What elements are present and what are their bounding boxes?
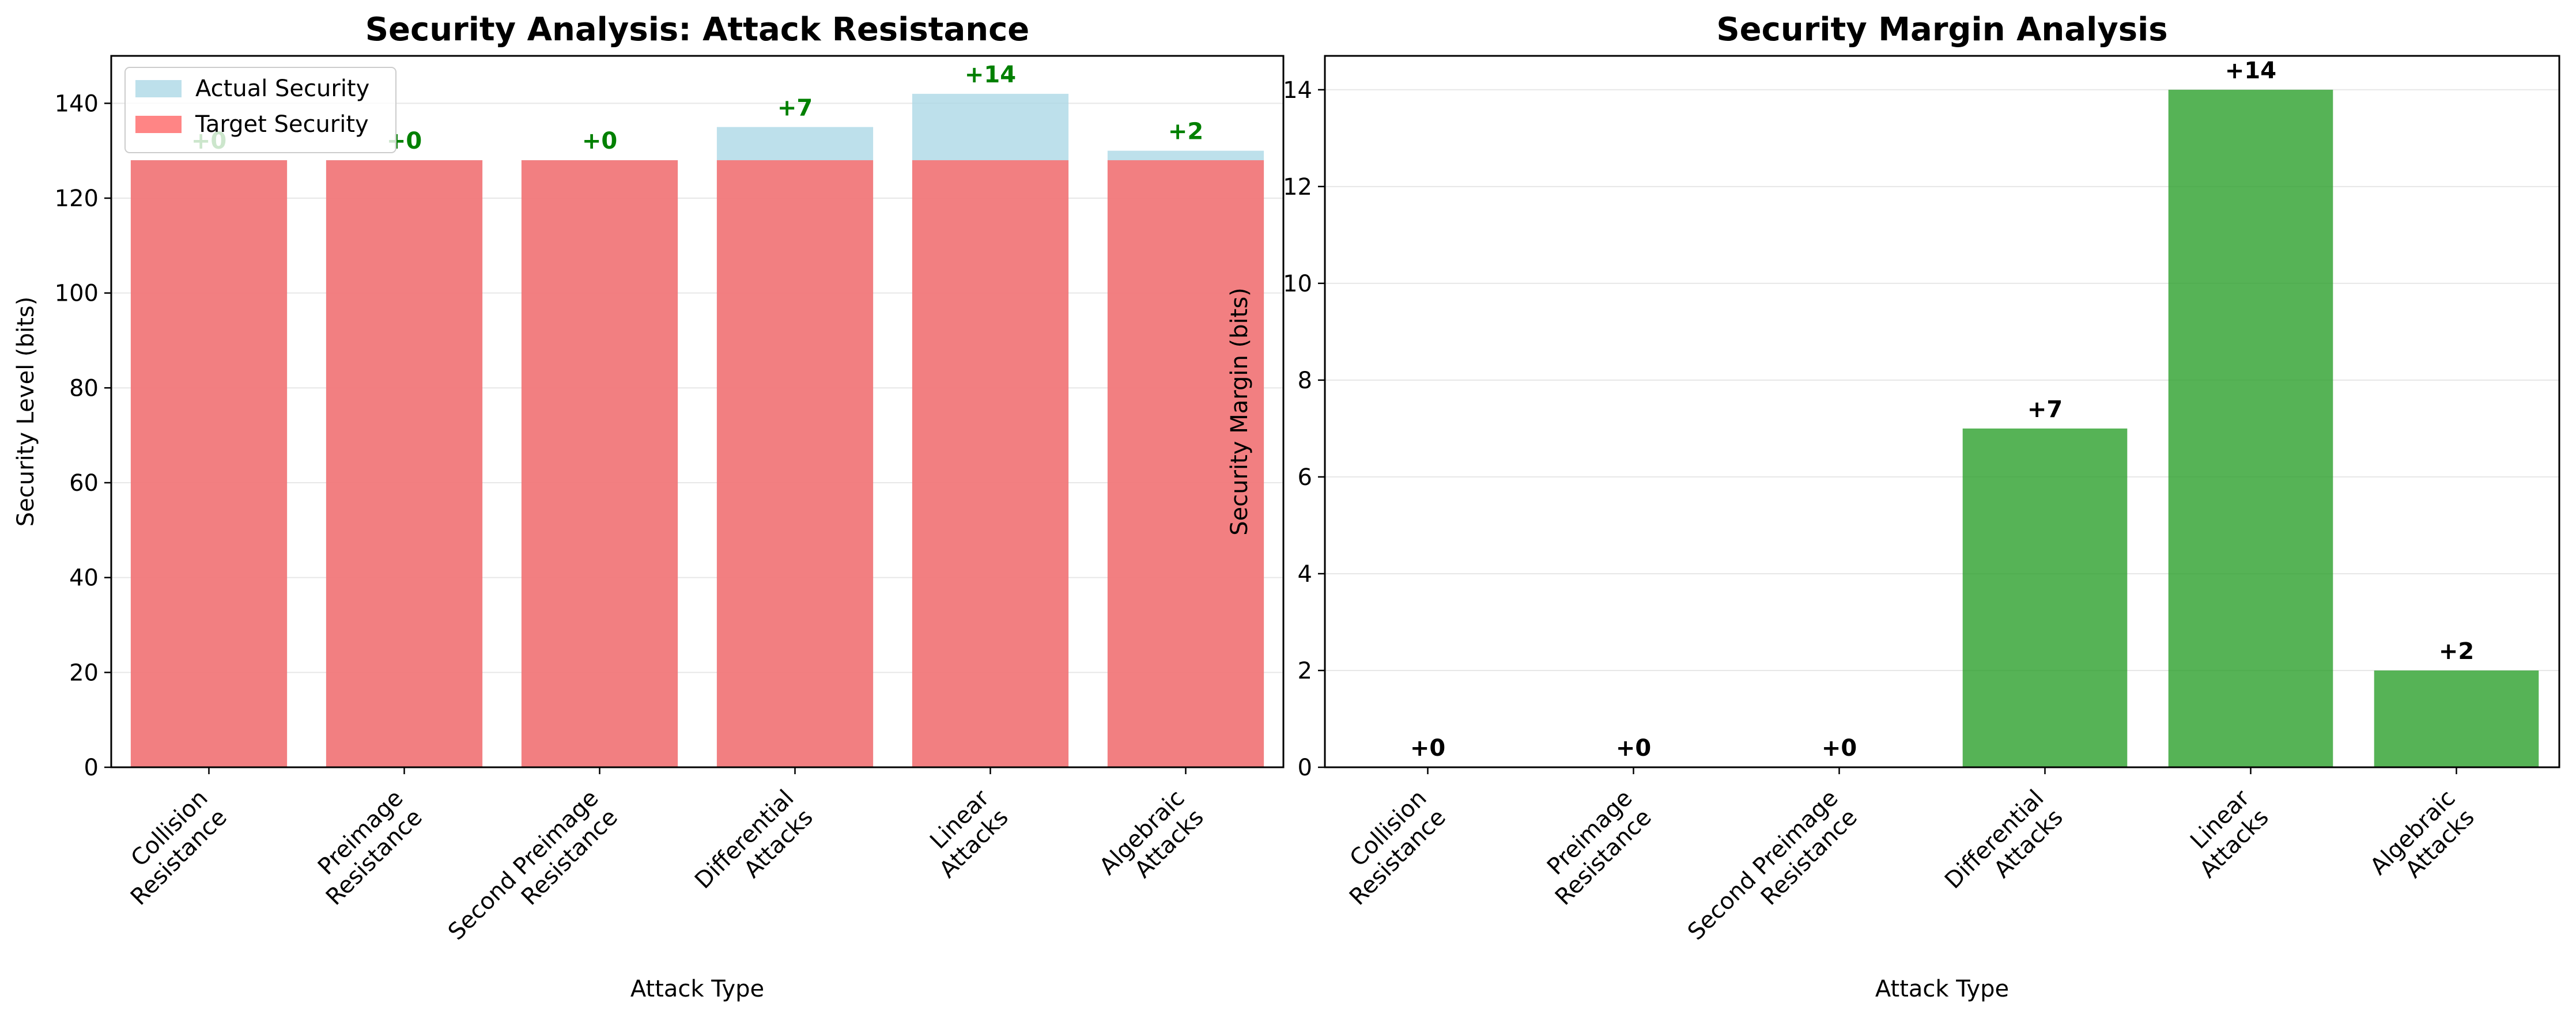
x-tick-label: PreimageResistance [302, 785, 428, 911]
chart-panel-1: +0+0+0+7+14+2020406080100120140Collision… [13, 11, 1285, 1002]
bar-value-label: +14 [965, 62, 1016, 88]
x-tick-label: LinearAttacks [915, 785, 1014, 883]
bar-target-security-6 [1107, 160, 1264, 768]
y-tick-label: 60 [69, 470, 99, 497]
chart-title: Security Analysis: Attack Resistance [365, 11, 1030, 48]
y-tick-label: 140 [55, 90, 99, 117]
legend-label: Actual Security [195, 75, 369, 102]
y-tick-label: 10 [1283, 271, 1312, 297]
x-tick-label: CollisionResistance [107, 785, 232, 911]
bar-value-label: +7 [2027, 396, 2063, 423]
x-tick-label: AlgebraicAttacks [2365, 785, 2480, 900]
bar-value-label: +0 [1410, 735, 1445, 762]
axes-frame [1324, 55, 2560, 768]
legend-swatch [135, 80, 182, 97]
y-tick-label: 4 [1298, 561, 1312, 588]
bar-value-label: +0 [582, 128, 617, 154]
bar-value-label: +7 [777, 95, 813, 122]
y-tick-label: 40 [69, 565, 99, 592]
bar-margin-6 [2374, 670, 2539, 767]
y-tick-label: 14 [1283, 77, 1312, 104]
y-tick-label: 12 [1283, 174, 1312, 200]
x-tick-label: LinearAttacks [2175, 785, 2274, 883]
y-tick-label: 0 [1298, 755, 1312, 781]
x-tick-label: AlgebraicAttacks [1094, 785, 1209, 900]
bar-value-label: +0 [1822, 735, 1857, 762]
bar-target-security-2 [326, 160, 483, 768]
bar-target-security-3 [521, 160, 678, 768]
x-tick-label: DifferentialAttacks [690, 785, 818, 914]
bar-margin-5 [2168, 89, 2333, 767]
bar-margin-4 [1962, 428, 2128, 767]
axes-frame [110, 55, 1285, 768]
chart-panel-2: +0 +0 +0 +7 +14 +2 0 2 4 6 8 10 12 14 CollisionResista… [1226, 11, 2560, 1002]
legend-frame [124, 67, 396, 153]
bar-value-label: +14 [2225, 58, 2276, 84]
y-tick-label: 2 [1298, 658, 1312, 684]
bar-target-security-1 [130, 160, 288, 768]
y-tick-label: 120 [55, 185, 99, 212]
x-axis-label: Attack Type [630, 976, 764, 1002]
x-tick-label: PreimageResistance [1531, 785, 1657, 911]
y-tick-label: 20 [69, 660, 99, 686]
x-tick-label: Second PreimageResistance [443, 785, 623, 965]
legend-label: Target Security [195, 111, 369, 138]
y-axis-label: Security Margin (bits) [1226, 287, 1253, 536]
chart-title: Security Margin Analysis [1716, 11, 2167, 48]
y-tick-label: 0 [84, 755, 99, 781]
y-tick-label: 100 [55, 281, 99, 307]
x-tick-label: DifferentialAttacks [1940, 785, 2068, 914]
y-tick-label: 80 [69, 375, 99, 401]
y-tick-label: 6 [1298, 464, 1312, 491]
bar-value-label: +2 [2439, 638, 2474, 665]
x-tick-label: CollisionResistance [1325, 785, 1451, 911]
x-tick-label: Second PreimageResistance [1683, 785, 1863, 965]
y-tick-label: 8 [1298, 368, 1312, 394]
legend: Actual Security Target Security [124, 67, 396, 153]
bar-target-security-5 [912, 160, 1069, 768]
bar-value-label: +0 [1616, 735, 1651, 762]
y-axis-label: Security Level (bits) [13, 297, 39, 527]
x-axis-label: Attack Type [1875, 976, 2009, 1002]
bar-target-security-4 [716, 160, 874, 768]
legend-swatch [135, 116, 182, 133]
bar-value-label: +2 [1168, 119, 1203, 145]
